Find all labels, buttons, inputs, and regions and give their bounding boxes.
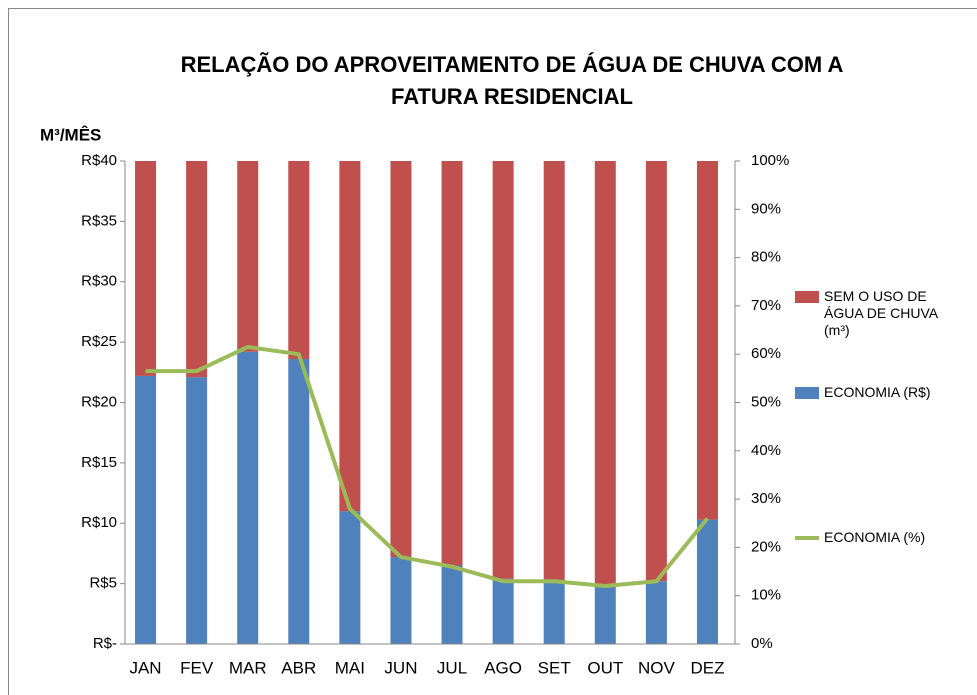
x-tick-label: JUN xyxy=(384,658,417,677)
legend-label: SEM O USO DE ÁGUA DE CHUVA (m³) xyxy=(824,288,938,338)
y2-tick-label: 90% xyxy=(751,200,781,217)
x-tick-label: SET xyxy=(538,658,571,677)
bar xyxy=(696,519,718,644)
y-tick-label: R$15 xyxy=(81,454,117,471)
bar xyxy=(492,161,514,579)
x-tick-label: DEZ xyxy=(690,658,724,677)
legend-label-box: SEM O USO DE ÁGUA DE CHUVA (m³) xyxy=(824,288,938,338)
y-axis-label: M³/MÊS xyxy=(40,125,101,144)
bar xyxy=(339,511,361,644)
bar xyxy=(390,557,412,644)
y2-tick-label: 0% xyxy=(751,635,773,652)
bar xyxy=(441,565,463,644)
y2-tick-label: 10% xyxy=(751,587,781,604)
y2-tick-label: 100% xyxy=(751,152,789,169)
bar xyxy=(186,377,208,644)
x-tick-label: OUT xyxy=(587,658,623,677)
bar xyxy=(492,578,514,644)
y2-tick-label: 50% xyxy=(751,393,781,410)
y2-tick-label: 30% xyxy=(751,490,781,507)
y-tick-label: R$10 xyxy=(81,514,117,531)
bar xyxy=(696,161,718,520)
legend-label: ECONOMIA (%) xyxy=(824,529,926,545)
y2-tick-label: 80% xyxy=(751,249,781,266)
x-tick-label: ABR xyxy=(281,658,316,677)
bar xyxy=(237,161,259,352)
bar xyxy=(237,351,259,644)
bar xyxy=(594,586,616,644)
bar xyxy=(390,161,412,558)
y-tick-label: R$30 xyxy=(81,273,117,290)
bar xyxy=(339,161,361,512)
line xyxy=(145,344,710,589)
legend-label-box: ECONOMIA (R$) xyxy=(824,384,931,400)
legend-label-box: ECONOMIA (%) xyxy=(824,529,926,545)
x-tick-label: JAN xyxy=(129,658,161,677)
y2-tick-label: 70% xyxy=(751,297,781,314)
bar xyxy=(186,161,208,378)
x-tick-label: MAR xyxy=(229,658,267,677)
legend-label: ECONOMIA (R$) xyxy=(824,384,931,400)
bar xyxy=(135,161,157,376)
y-tick-label: R$- xyxy=(93,635,117,652)
x-tick-label: AGO xyxy=(484,658,522,677)
chart-title: FATURA RESIDENCIAL xyxy=(391,84,633,109)
bar xyxy=(594,161,616,587)
x-tick-label: FEV xyxy=(180,658,214,677)
bar xyxy=(543,580,565,644)
chart-title: RELAÇÃO DO APROVEITAMENTO DE ÁGUA DE CHU… xyxy=(181,52,844,77)
y-tick-label: R$40 xyxy=(81,152,117,169)
x-tick-label: MAI xyxy=(335,658,365,677)
y-tick-label: R$25 xyxy=(81,333,117,350)
bar xyxy=(288,161,310,360)
bar xyxy=(645,581,667,644)
y2-tick-label: 60% xyxy=(751,345,781,362)
y2-tick-label: 20% xyxy=(751,538,781,555)
bar xyxy=(543,161,565,581)
x-tick-label: NOV xyxy=(638,658,676,677)
bar xyxy=(441,161,463,566)
x-tick-label: JUL xyxy=(437,658,467,677)
y-tick-label: R$5 xyxy=(89,575,117,592)
bar xyxy=(135,375,157,644)
bar xyxy=(288,359,310,644)
bar xyxy=(645,161,667,582)
legend-swatch xyxy=(795,387,819,399)
y-tick-label: R$20 xyxy=(81,393,117,410)
legend-swatch xyxy=(795,291,819,303)
y-tick-label: R$35 xyxy=(81,212,117,229)
y2-tick-label: 40% xyxy=(751,442,781,459)
